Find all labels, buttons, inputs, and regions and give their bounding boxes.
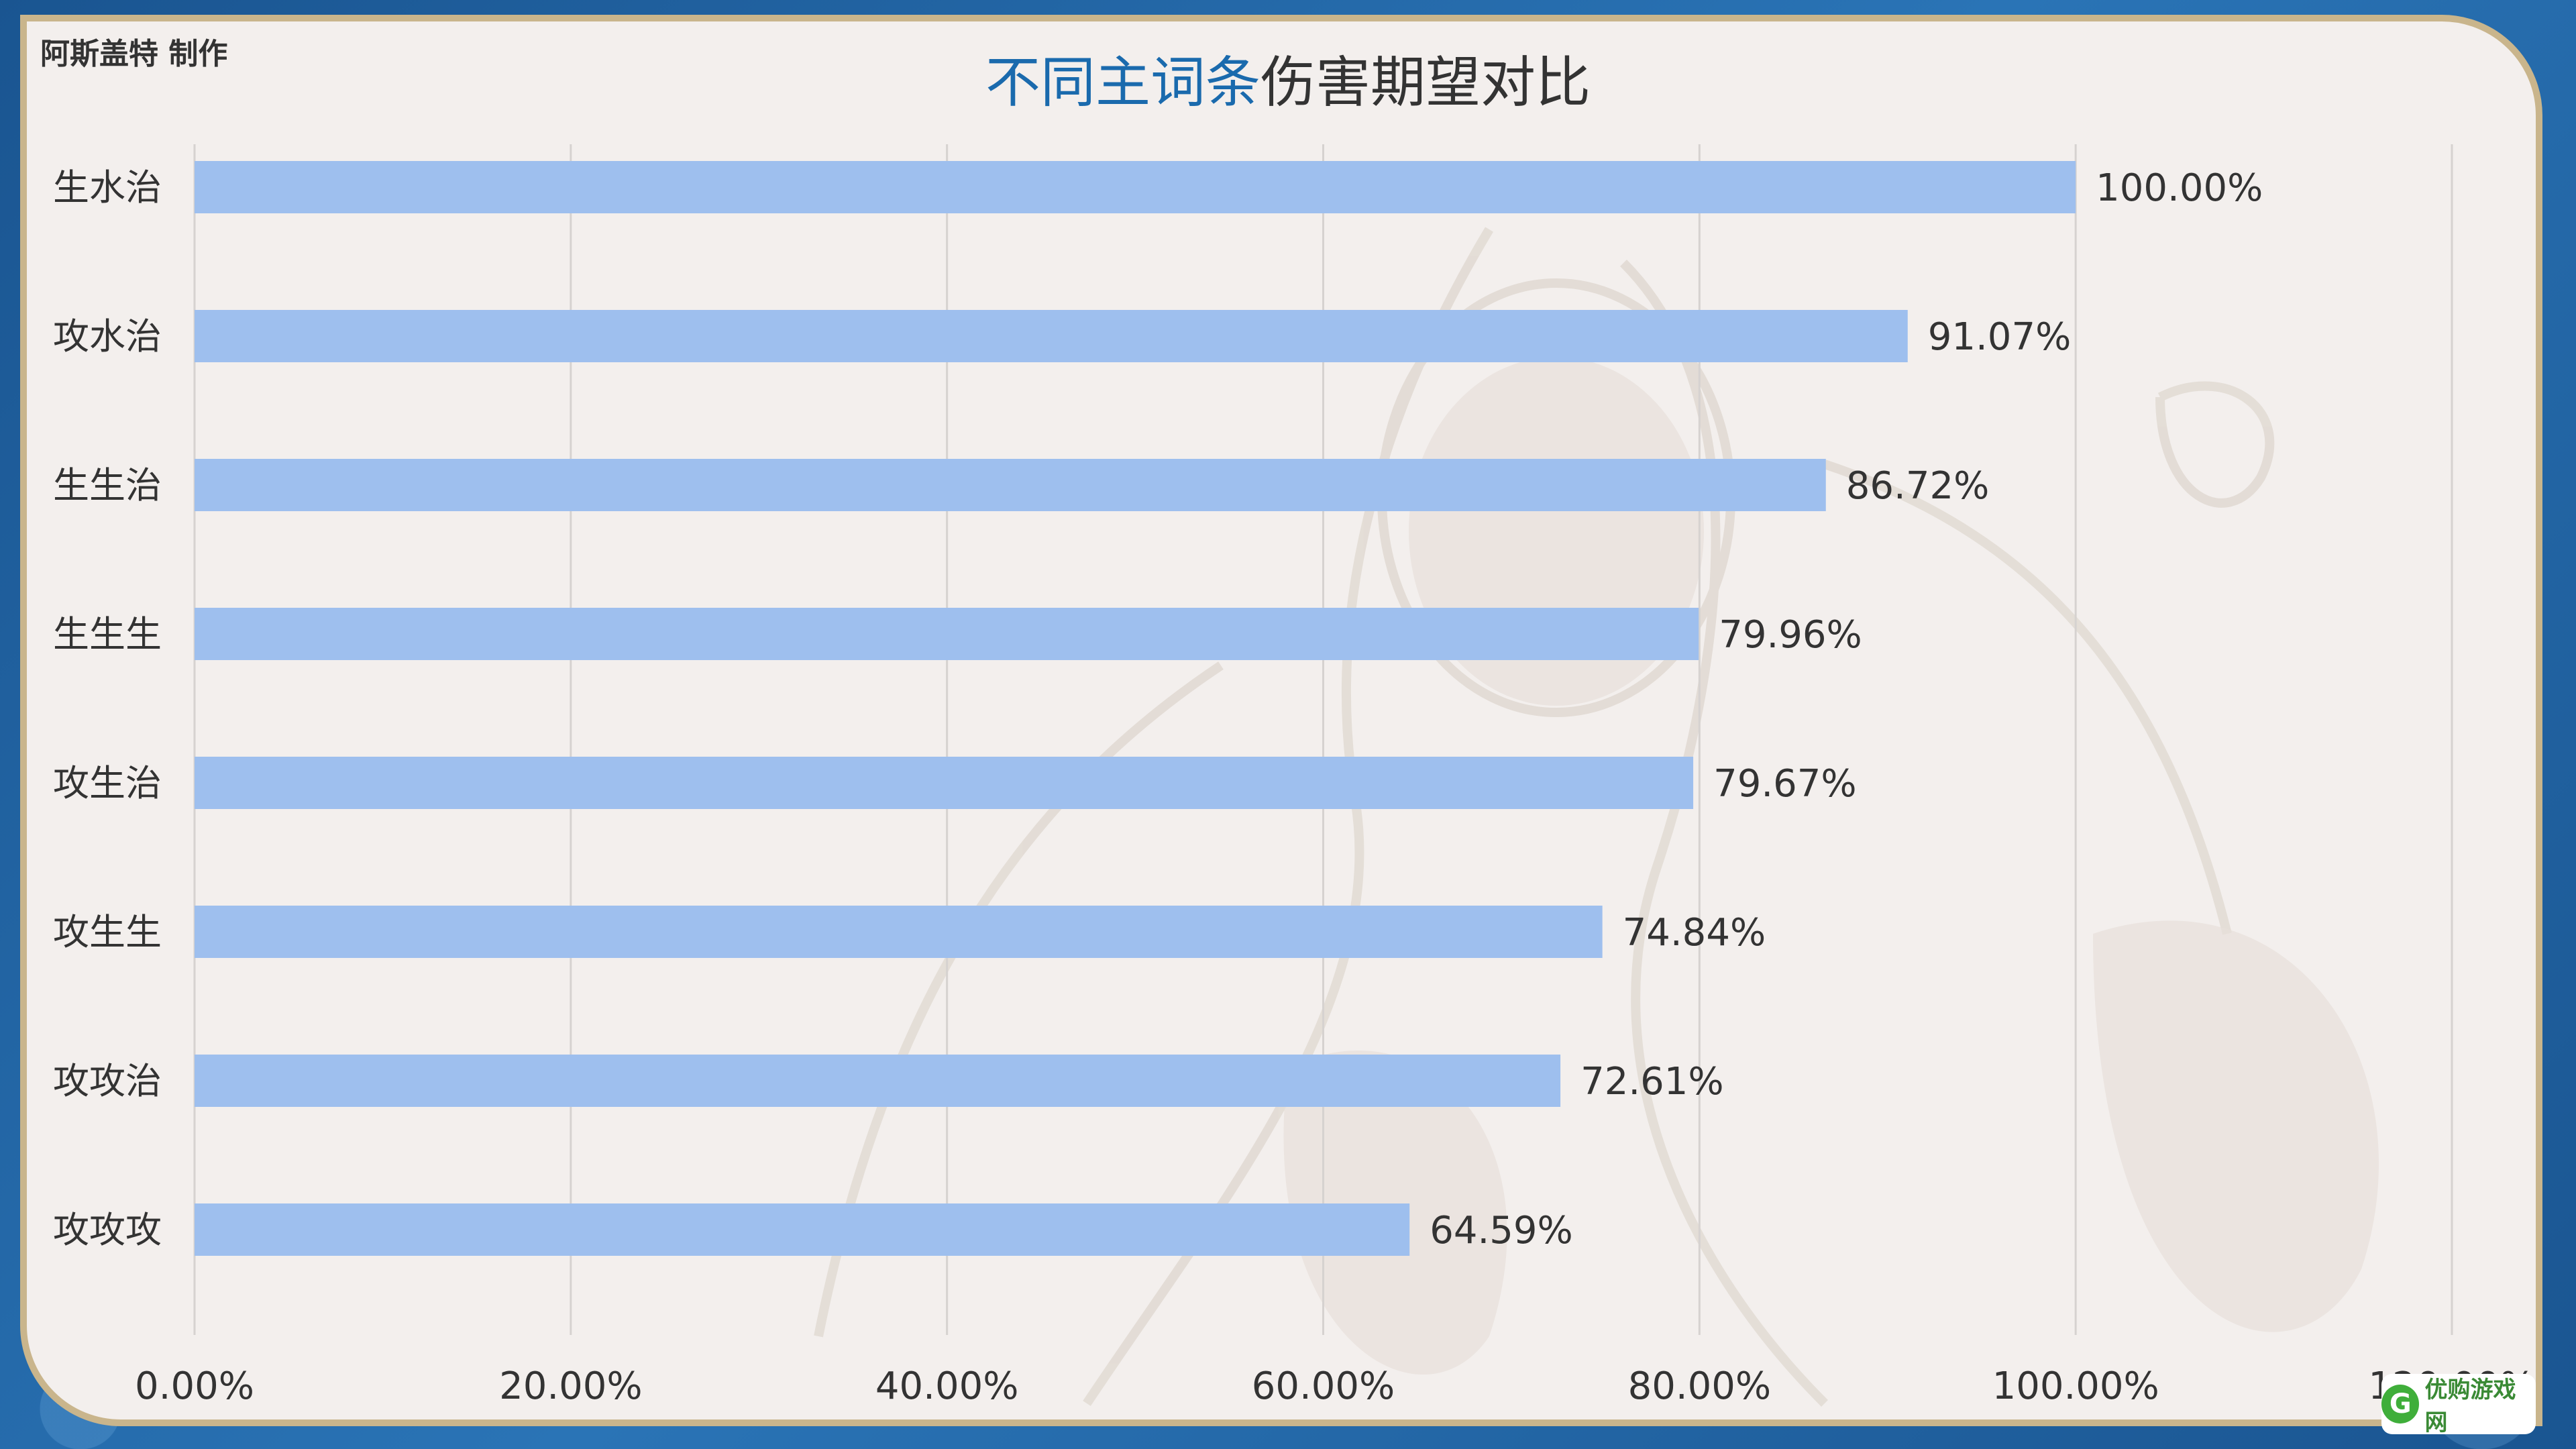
bar (195, 310, 1908, 362)
x-tick-label: 100.00% (1992, 1364, 2159, 1408)
bar-value-label: 72.61% (1580, 1060, 1724, 1104)
category-label: 生生治 (53, 464, 162, 506)
bar-value-label: 79.67% (1713, 762, 1857, 806)
bar (195, 459, 1826, 511)
chart-title-rest: 伤害期望对比 (1260, 51, 1591, 115)
x-tick-label: 0.00% (135, 1364, 254, 1408)
site-logo-text: 优购游戏网 (2424, 1377, 2516, 1436)
chart-title-highlight: 不同主词条 (985, 51, 1260, 115)
bar (195, 1203, 1410, 1256)
category-label: 攻攻治 (53, 1060, 162, 1102)
bar (195, 608, 1699, 660)
site-logo-mark: G (2381, 1385, 2420, 1424)
bar (195, 757, 1694, 809)
bar (195, 161, 2076, 213)
x-tick-label: 20.00% (499, 1364, 643, 1408)
category-label: 攻生生 (53, 911, 162, 953)
x-tick-label: 80.00% (1628, 1364, 1772, 1408)
x-tick-label: 60.00% (1252, 1364, 1395, 1408)
category-label: 攻水治 (53, 315, 162, 358)
chart-title: 不同主词条伤害期望对比 (0, 38, 2576, 117)
site-logo: G 优购游戏网 (2381, 1374, 2536, 1436)
bar-value-label: 100.00% (2096, 166, 2263, 210)
bar-value-label: 91.07% (1928, 315, 2072, 359)
category-label: 攻生治 (53, 762, 162, 804)
x-tick-label: 40.00% (875, 1364, 1019, 1408)
category-label: 生生生 (53, 613, 162, 655)
bar-value-label: 74.84% (1623, 911, 1766, 955)
bar (195, 906, 1603, 958)
category-label: 生水治 (53, 166, 162, 209)
credit-label: 阿斯盖特 制作 (40, 37, 228, 71)
bar-value-label: 64.59% (1430, 1209, 1573, 1252)
category-label: 攻攻攻 (53, 1209, 162, 1251)
bar (195, 1055, 1561, 1107)
bar-value-label: 86.72% (1846, 464, 1990, 508)
bar-value-label: 79.96% (1719, 613, 1862, 657)
